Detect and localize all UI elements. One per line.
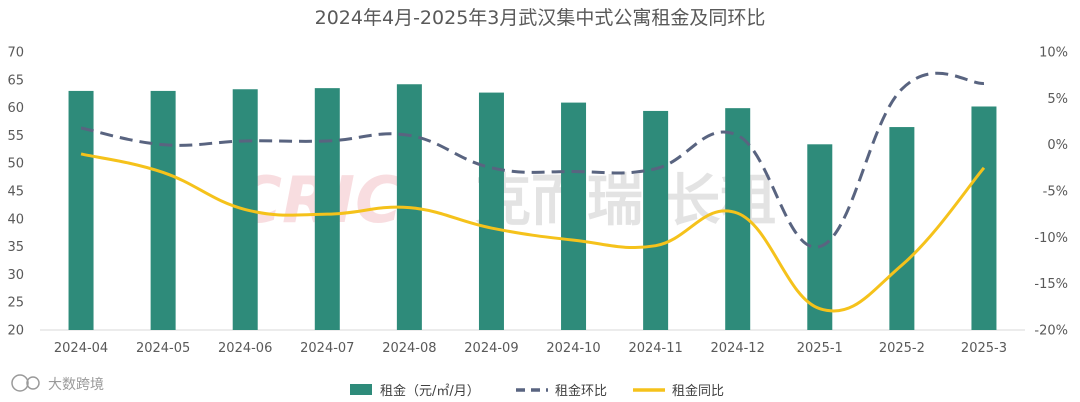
y-right-tick-label: 10% bbox=[1039, 46, 1068, 61]
chart-title: 2024年4月-2025年3月武汉集中式公寓租金及同环比 bbox=[315, 7, 766, 29]
x-axis: 2024-04 2024-05 2024-06 2024-07 2024-08 2024-… bbox=[54, 341, 1007, 356]
x-tick-label: 2024-05 bbox=[136, 341, 190, 356]
y-axis-left: 20 25 30 35 40 45 50 55 60 65 70 bbox=[7, 46, 24, 339]
bar-rent bbox=[807, 144, 833, 330]
y-left-tick-label: 30 bbox=[7, 268, 24, 283]
y-left-tick-label: 20 bbox=[7, 324, 24, 339]
x-tick-label: 2024-06 bbox=[218, 341, 272, 356]
x-tick-label: 2024-07 bbox=[300, 341, 354, 356]
line-mom bbox=[80, 71, 985, 249]
bar-rent bbox=[314, 88, 340, 330]
y-right-tick-label: -15% bbox=[1034, 277, 1068, 292]
legend-label-rent: 租金（元/㎡/月） bbox=[380, 383, 480, 399]
y-left-tick-label: 55 bbox=[7, 129, 24, 144]
legend-swatch-rent bbox=[350, 384, 372, 395]
y-left-tick-label: 35 bbox=[7, 240, 24, 255]
bar-rent bbox=[478, 92, 504, 330]
y-right-tick-label: -20% bbox=[1034, 324, 1068, 339]
legend-label-yoy: 租金同比 bbox=[672, 383, 724, 399]
y-left-tick-label: 60 bbox=[7, 101, 24, 116]
y-left-tick-label: 65 bbox=[7, 73, 24, 88]
bar-rent bbox=[68, 90, 94, 330]
x-tick-label: 2024-08 bbox=[382, 341, 436, 356]
y-right-tick-label: 5% bbox=[1047, 92, 1068, 107]
bar-rent bbox=[561, 102, 587, 330]
bar-rent bbox=[150, 90, 176, 330]
bar-rent bbox=[971, 106, 997, 330]
y-right-tick-label: 0% bbox=[1047, 138, 1068, 153]
legend-label-mom: 租金环比 bbox=[555, 383, 607, 399]
line-series bbox=[80, 71, 986, 313]
x-tick-label: 2025-2 bbox=[879, 341, 925, 356]
y-axis-right: -20% -15% -10% -5% 0% 5% 10% bbox=[1034, 46, 1068, 339]
y-left-tick-label: 40 bbox=[7, 212, 24, 227]
x-tick-label: 2025-1 bbox=[797, 341, 843, 356]
y-left-tick-label: 50 bbox=[7, 157, 24, 172]
x-tick-label: 2024-11 bbox=[628, 341, 682, 356]
x-tick-label: 2024-12 bbox=[711, 341, 765, 356]
bar-series bbox=[68, 84, 997, 330]
x-tick-label: 2024-04 bbox=[54, 341, 108, 356]
legend: 租金（元/㎡/月） 租金环比 租金同比 bbox=[350, 383, 724, 399]
x-tick-label: 2025-3 bbox=[961, 341, 1007, 356]
y-left-tick-label: 45 bbox=[7, 185, 24, 200]
corner-watermark: 大数跨境 bbox=[11, 374, 104, 393]
corner-watermark-text: 大数跨境 bbox=[48, 377, 104, 393]
bar-rent bbox=[643, 110, 669, 330]
y-left-tick-label: 70 bbox=[7, 46, 24, 61]
y-right-tick-label: -10% bbox=[1034, 231, 1068, 246]
line-yoy bbox=[80, 152, 986, 313]
y-right-tick-label: -5% bbox=[1043, 185, 1068, 200]
x-tick-label: 2024-09 bbox=[464, 341, 518, 356]
corner-logo-icon bbox=[11, 374, 29, 392]
bar-rent bbox=[889, 127, 915, 330]
y-left-tick-label: 25 bbox=[7, 296, 24, 311]
corner-logo-icon-dot bbox=[26, 376, 40, 390]
x-tick-label: 2024-10 bbox=[546, 341, 600, 356]
